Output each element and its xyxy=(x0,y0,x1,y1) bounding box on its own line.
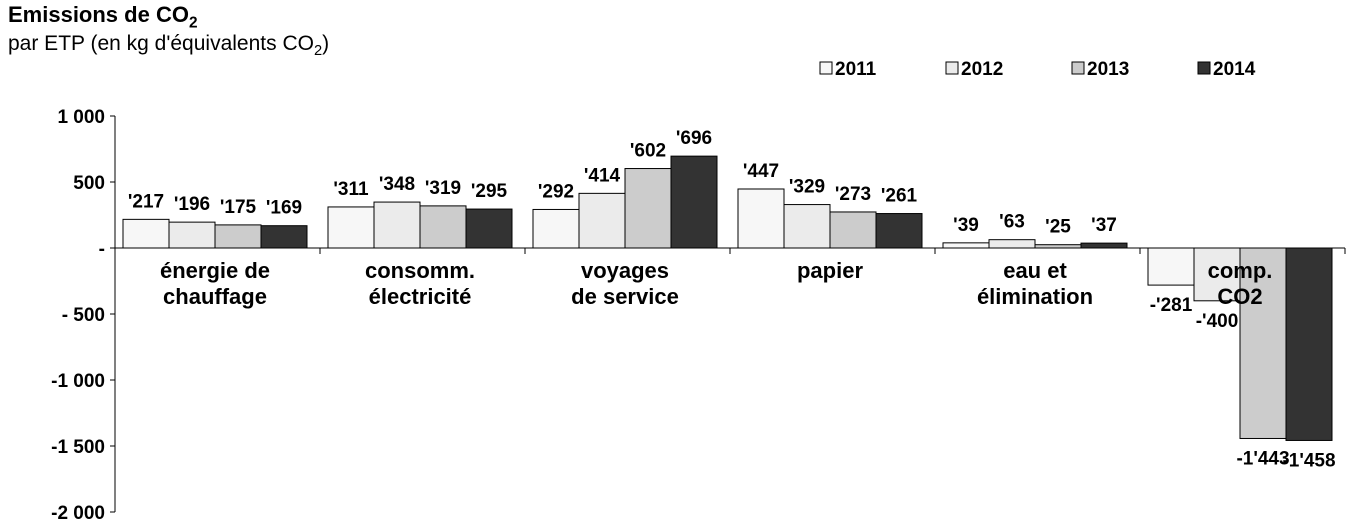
bar xyxy=(670,155,718,249)
category-label: de service xyxy=(571,284,679,309)
data-label: '175 xyxy=(220,197,257,218)
bar xyxy=(875,213,923,249)
data-labels: '217 '196 '175 '169 '311 '348 '319 '295 '292 '414… xyxy=(128,128,1336,471)
y-tick-label: -1 000 xyxy=(51,371,105,392)
data-label: '63 xyxy=(999,212,1025,233)
chart-subtitle: par ETP (en kg d'équivalents CO2) xyxy=(8,32,329,59)
legend-label: 2014 xyxy=(1213,59,1256,80)
data-label: '261 xyxy=(881,186,918,207)
bar xyxy=(122,218,170,249)
bar xyxy=(737,188,785,249)
legend-swatch xyxy=(1071,61,1085,75)
y-tick-label: -1 500 xyxy=(51,437,105,458)
legend-swatch xyxy=(819,61,833,75)
legend-label: 2011 xyxy=(835,59,877,80)
chart-title-text: Emissions de CO xyxy=(8,2,189,27)
data-label: '39 xyxy=(953,215,979,236)
bar xyxy=(327,206,375,249)
chart-subtitle-subscript: 2 xyxy=(313,43,323,60)
legend-swatch xyxy=(945,61,959,75)
bar xyxy=(942,242,990,249)
bar xyxy=(1285,247,1333,441)
bar xyxy=(419,205,467,249)
category-label: papier xyxy=(797,258,863,283)
data-label: '319 xyxy=(425,178,461,199)
legend-label: 2012 xyxy=(961,59,1003,80)
data-label: -'281 xyxy=(1150,295,1193,316)
data-label: '217 xyxy=(128,191,164,212)
category-label: eau et xyxy=(1003,258,1067,283)
data-label: '196 xyxy=(174,194,210,215)
bar xyxy=(1147,247,1195,286)
bar xyxy=(373,201,421,249)
category-label: électricité xyxy=(369,284,472,309)
legend-swatch xyxy=(1197,61,1211,75)
category-label: CO2 xyxy=(1217,284,1262,309)
data-label: '169 xyxy=(266,198,302,219)
data-label: '348 xyxy=(379,174,415,195)
bar xyxy=(1080,242,1128,249)
category-label: élimination xyxy=(977,284,1093,309)
data-label: '273 xyxy=(835,184,871,205)
category-label: chauffage xyxy=(163,284,267,309)
chart-title-subscript: 2 xyxy=(188,14,198,32)
category-label: comp. xyxy=(1208,258,1273,283)
y-tick-label: -2 000 xyxy=(51,503,105,521)
chart-title: Emissions de CO2 xyxy=(8,2,198,32)
category-label: voyages xyxy=(581,258,669,283)
y-tick-label: - xyxy=(99,239,105,260)
bar xyxy=(1239,247,1287,439)
data-label: -1'458 xyxy=(1282,450,1335,471)
bar xyxy=(578,192,626,249)
bar xyxy=(214,224,262,249)
legend-label: 2013 xyxy=(1087,59,1129,80)
bar xyxy=(783,204,831,249)
data-label: '311 xyxy=(333,179,369,200)
bars xyxy=(122,155,1333,441)
bar xyxy=(624,168,672,249)
y-tick-label: 1 000 xyxy=(57,107,105,128)
data-label: '329 xyxy=(789,177,825,198)
bar xyxy=(988,239,1036,249)
x-axis xyxy=(115,247,1346,254)
data-label: '414 xyxy=(584,165,621,186)
data-label: '696 xyxy=(676,128,712,149)
data-label: '602 xyxy=(630,141,666,162)
data-label: '25 xyxy=(1045,217,1071,238)
chart-subtitle-text: par ETP (en kg d'équivalents CO xyxy=(8,32,314,55)
bar xyxy=(465,208,513,249)
y-axis: 1 000 500 - - 500 -1 000 -1 500 -2 000 xyxy=(51,107,116,521)
bar xyxy=(829,211,877,249)
legend: 2011 2012 2013 2014 xyxy=(819,59,1256,80)
data-label: '292 xyxy=(538,181,574,202)
y-tick-label: 500 xyxy=(73,173,105,194)
data-label: -'400 xyxy=(1196,311,1239,332)
chart-subtitle-suffix: ) xyxy=(322,32,330,55)
bar xyxy=(260,225,308,249)
bar xyxy=(532,208,580,249)
category-label: énergie de xyxy=(160,258,270,283)
data-label: '447 xyxy=(743,161,779,182)
data-label: '295 xyxy=(471,181,508,202)
data-label: -1'443 xyxy=(1236,448,1289,469)
bar xyxy=(168,221,216,249)
category-label: consomm. xyxy=(365,258,475,283)
y-tick-label: - 500 xyxy=(62,305,105,326)
data-label: '37 xyxy=(1091,215,1117,236)
